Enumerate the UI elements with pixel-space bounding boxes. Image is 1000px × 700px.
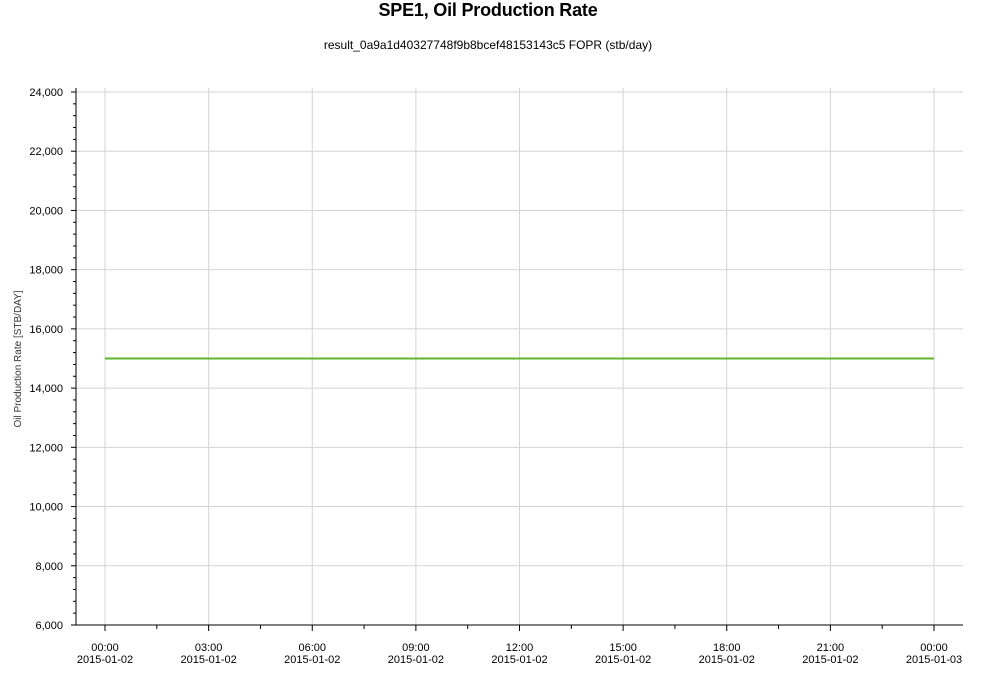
x-tick-label-date: 2015-01-02 <box>180 654 236 666</box>
x-tick-label-time: 00:00 <box>920 642 948 654</box>
y-tick-label: 18,000 <box>29 265 63 277</box>
x-tick-label-time: 06:00 <box>298 642 326 654</box>
x-tick-label-time: 18:00 <box>713 642 741 654</box>
x-tick-label-date: 2015-01-02 <box>595 654 651 666</box>
x-tick-label-date: 2015-01-02 <box>491 654 547 666</box>
y-tick-label: 16,000 <box>29 324 63 336</box>
x-tick-label-time: 12:00 <box>506 642 534 654</box>
y-tick-label: 22,000 <box>29 146 63 158</box>
y-tick-label: 12,000 <box>29 442 63 454</box>
y-tick-label: 10,000 <box>29 502 63 514</box>
x-tick-label-date: 2015-01-02 <box>284 654 340 666</box>
grid <box>76 88 963 626</box>
chart-title: SPE1, Oil Production Rate <box>378 0 598 20</box>
x-tick-label-date: 2015-01-03 <box>906 654 962 666</box>
x-tick-label-time: 03:00 <box>195 642 223 654</box>
x-tick-label-time: 21:00 <box>817 642 845 654</box>
x-tick-label-time: 00:00 <box>91 642 119 654</box>
x-tick-label-date: 2015-01-02 <box>388 654 444 666</box>
y-tick-label: 24,000 <box>29 87 63 99</box>
x-tick-label-time: 09:00 <box>402 642 430 654</box>
x-tick-label-date: 2015-01-02 <box>802 654 858 666</box>
y-tick-label: 6,000 <box>35 620 63 632</box>
axes: 6,000 8,000 10,000 12,000 14,000 16,000 18,000… <box>29 87 963 666</box>
x-tick-label-time: 15:00 <box>609 642 637 654</box>
y-tick-label: 14,000 <box>29 383 63 395</box>
y-tick-label: 20,000 <box>29 205 63 217</box>
x-tick-label-date: 2015-01-02 <box>77 654 133 666</box>
chart-subtitle: result_0a9a1d40327748f9b8bcef48153143c5 … <box>323 38 653 52</box>
y-tick-label: 8,000 <box>35 561 63 573</box>
y-axis-label: Oil Production Rate [STB/DAY] <box>13 290 24 427</box>
x-tick-label-date: 2015-01-02 <box>699 654 755 666</box>
